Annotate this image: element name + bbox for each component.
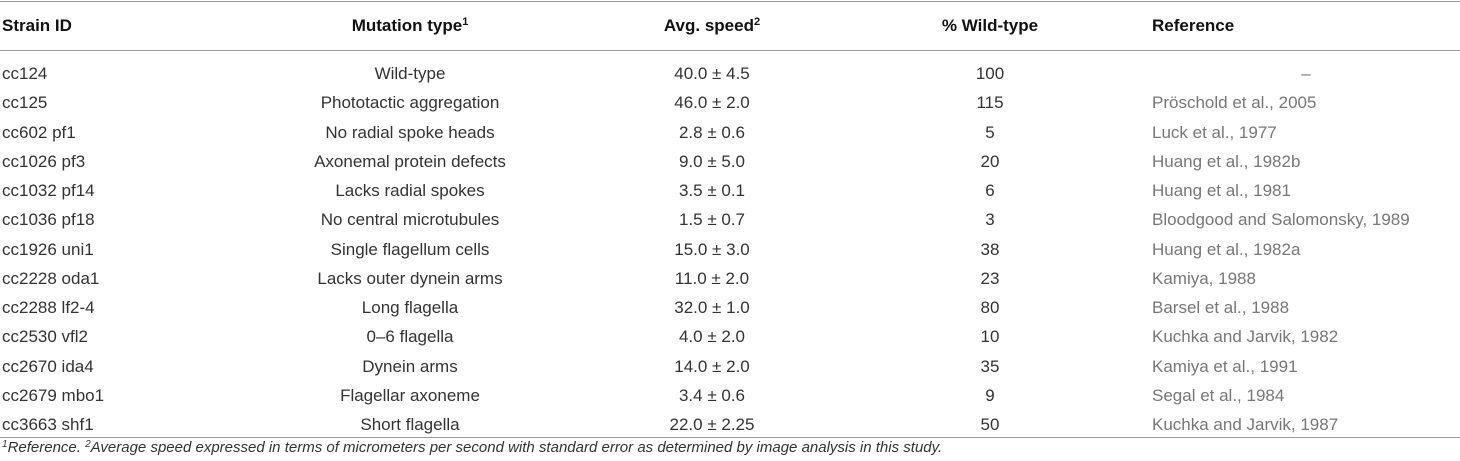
table-cell: 9 — [985, 385, 995, 405]
table-cell: 3 — [985, 210, 995, 230]
table-cell: 22.0 ± 2.25 — [669, 415, 755, 434]
table-cell: 100 — [975, 64, 1005, 83]
footnote-text: Average speed expressed in terms of micr… — [90, 439, 943, 456]
table-cell: 6 — [985, 181, 995, 200]
reference-cell: Kamiya et al., 1991 — [1152, 356, 1298, 376]
table-cell: Axonemal protein defects — [314, 151, 506, 171]
reference-cell: Huang et al., 1981 — [1152, 181, 1291, 200]
table-cell: Dynein arms — [362, 356, 458, 376]
table-cell: 23 — [980, 268, 1000, 288]
table-cell: 14.0 ± 2.0 — [674, 356, 750, 376]
table-cell: Wild-type — [374, 64, 446, 83]
footnote-mark: 1 — [2, 439, 8, 450]
table-cell: cc2288 lf2-4 — [2, 298, 95, 317]
header-text: Mutation type — [351, 16, 463, 35]
table-cell: cc124 — [2, 64, 48, 83]
table-cell: 80 — [980, 298, 1000, 317]
table-cell: 1.5 ± 0.7 — [678, 210, 746, 230]
header-text: Reference — [1152, 16, 1235, 35]
table-cell: cc2679 mbo1 — [2, 385, 105, 405]
header-cell: Avg. speed2 — [512, 16, 912, 36]
header-cell: Reference — [1152, 16, 1234, 36]
table-cell: Short flagella — [360, 415, 460, 434]
table-cell: 5 — [985, 122, 995, 142]
table-cell: Long flagella — [361, 298, 459, 317]
table-cell: cc1926 uni1 — [2, 239, 94, 259]
reference-cell: Luck et al., 1977 — [1152, 122, 1277, 142]
table-cell: Lacks outer dynein arms — [317, 268, 503, 288]
table-cell: No radial spoke heads — [325, 122, 495, 142]
table-cell: 15.0 ± 3.0 — [674, 239, 750, 259]
bottom-rule — [0, 437, 1460, 438]
footnote: 1Reference. 2Average speed expressed in … — [2, 439, 942, 456]
reference-cell: Bloodgood and Salomonsky, 1989 — [1152, 210, 1410, 230]
table-cell: cc2530 vfl2 — [2, 327, 88, 347]
table-cell: cc2670 ida4 — [2, 356, 94, 376]
header-cell: Mutation type1 — [210, 16, 610, 36]
footnote-mark: 2 — [85, 439, 91, 450]
top-rule — [0, 1, 1460, 2]
header-rule — [0, 50, 1460, 51]
table-cell: 46.0 ± 2.0 — [674, 93, 750, 113]
table-cell: cc1026 pf3 — [2, 151, 86, 171]
table-cell: 38 — [980, 239, 1000, 259]
table-cell: 32.0 ± 1.0 — [674, 298, 750, 317]
table-cell: 10 — [980, 327, 1000, 347]
reference-cell: Pröschold et al., 2005 — [1152, 93, 1317, 113]
header-text: % Wild-type — [941, 16, 1039, 35]
table-cell: cc3663 shf1 — [2, 415, 94, 434]
table-cell: cc602 pf1 — [2, 122, 76, 142]
table-cell: 35 — [980, 356, 1000, 376]
table-cell: cc2228 oda1 — [2, 268, 100, 288]
reference-cell: Segal et al., 1984 — [1152, 385, 1285, 405]
table-cell: 115 — [976, 93, 1004, 113]
table-cell: 9.0 ± 5.0 — [678, 151, 746, 171]
table-cell: 40.0 ± 4.5 — [674, 64, 750, 83]
reference-cell: – — [1301, 64, 1311, 83]
table-cell: 3.4 ± 0.6 — [678, 385, 746, 405]
header-footnote-mark: 2 — [753, 16, 761, 28]
reference-cell: Barsel et al., 1988 — [1152, 298, 1290, 317]
table-cell: Single flagellum cells — [330, 239, 490, 259]
header-cell: Strain ID — [2, 16, 72, 36]
reference-cell: Kuchka and Jarvik, 1987 — [1152, 415, 1339, 434]
table-cell: 0–6 flagella — [366, 327, 454, 347]
table-cell: No central microtubules — [320, 210, 500, 230]
table-cell: cc125 — [2, 93, 48, 113]
table-cell: Phototactic aggregation — [320, 93, 500, 113]
header-text: Strain ID — [2, 16, 72, 35]
reference-cell: Huang et al., 1982a — [1152, 239, 1301, 259]
reference-cell: Huang et al., 1982b — [1152, 151, 1301, 171]
reference-cell: Kamiya, 1988 — [1152, 268, 1256, 288]
table-cell: cc1036 pf18 — [2, 210, 95, 230]
table-cell: 20 — [980, 151, 1000, 171]
table-cell: 11.0 ± 2.0 — [674, 268, 750, 288]
table-cell: 3.5 ± 0.1 — [678, 181, 746, 200]
table-cell: 4.0 ± 2.0 — [678, 327, 746, 347]
header-text: Avg. speed — [663, 16, 754, 35]
table-cell: Flagellar axoneme — [340, 385, 480, 405]
table-cell: 2.8 ± 0.6 — [678, 122, 746, 142]
table-cell: cc1032 pf14 — [2, 181, 95, 200]
header-cell: % Wild-type — [790, 16, 1190, 36]
reference-cell: Kuchka and Jarvik, 1982 — [1152, 327, 1339, 347]
table-cell: Lacks radial spokes — [335, 181, 485, 200]
header-footnote-mark: 1 — [462, 16, 469, 28]
footnote-text: Reference. — [7, 439, 81, 456]
table-cell: 50 — [980, 415, 1000, 434]
